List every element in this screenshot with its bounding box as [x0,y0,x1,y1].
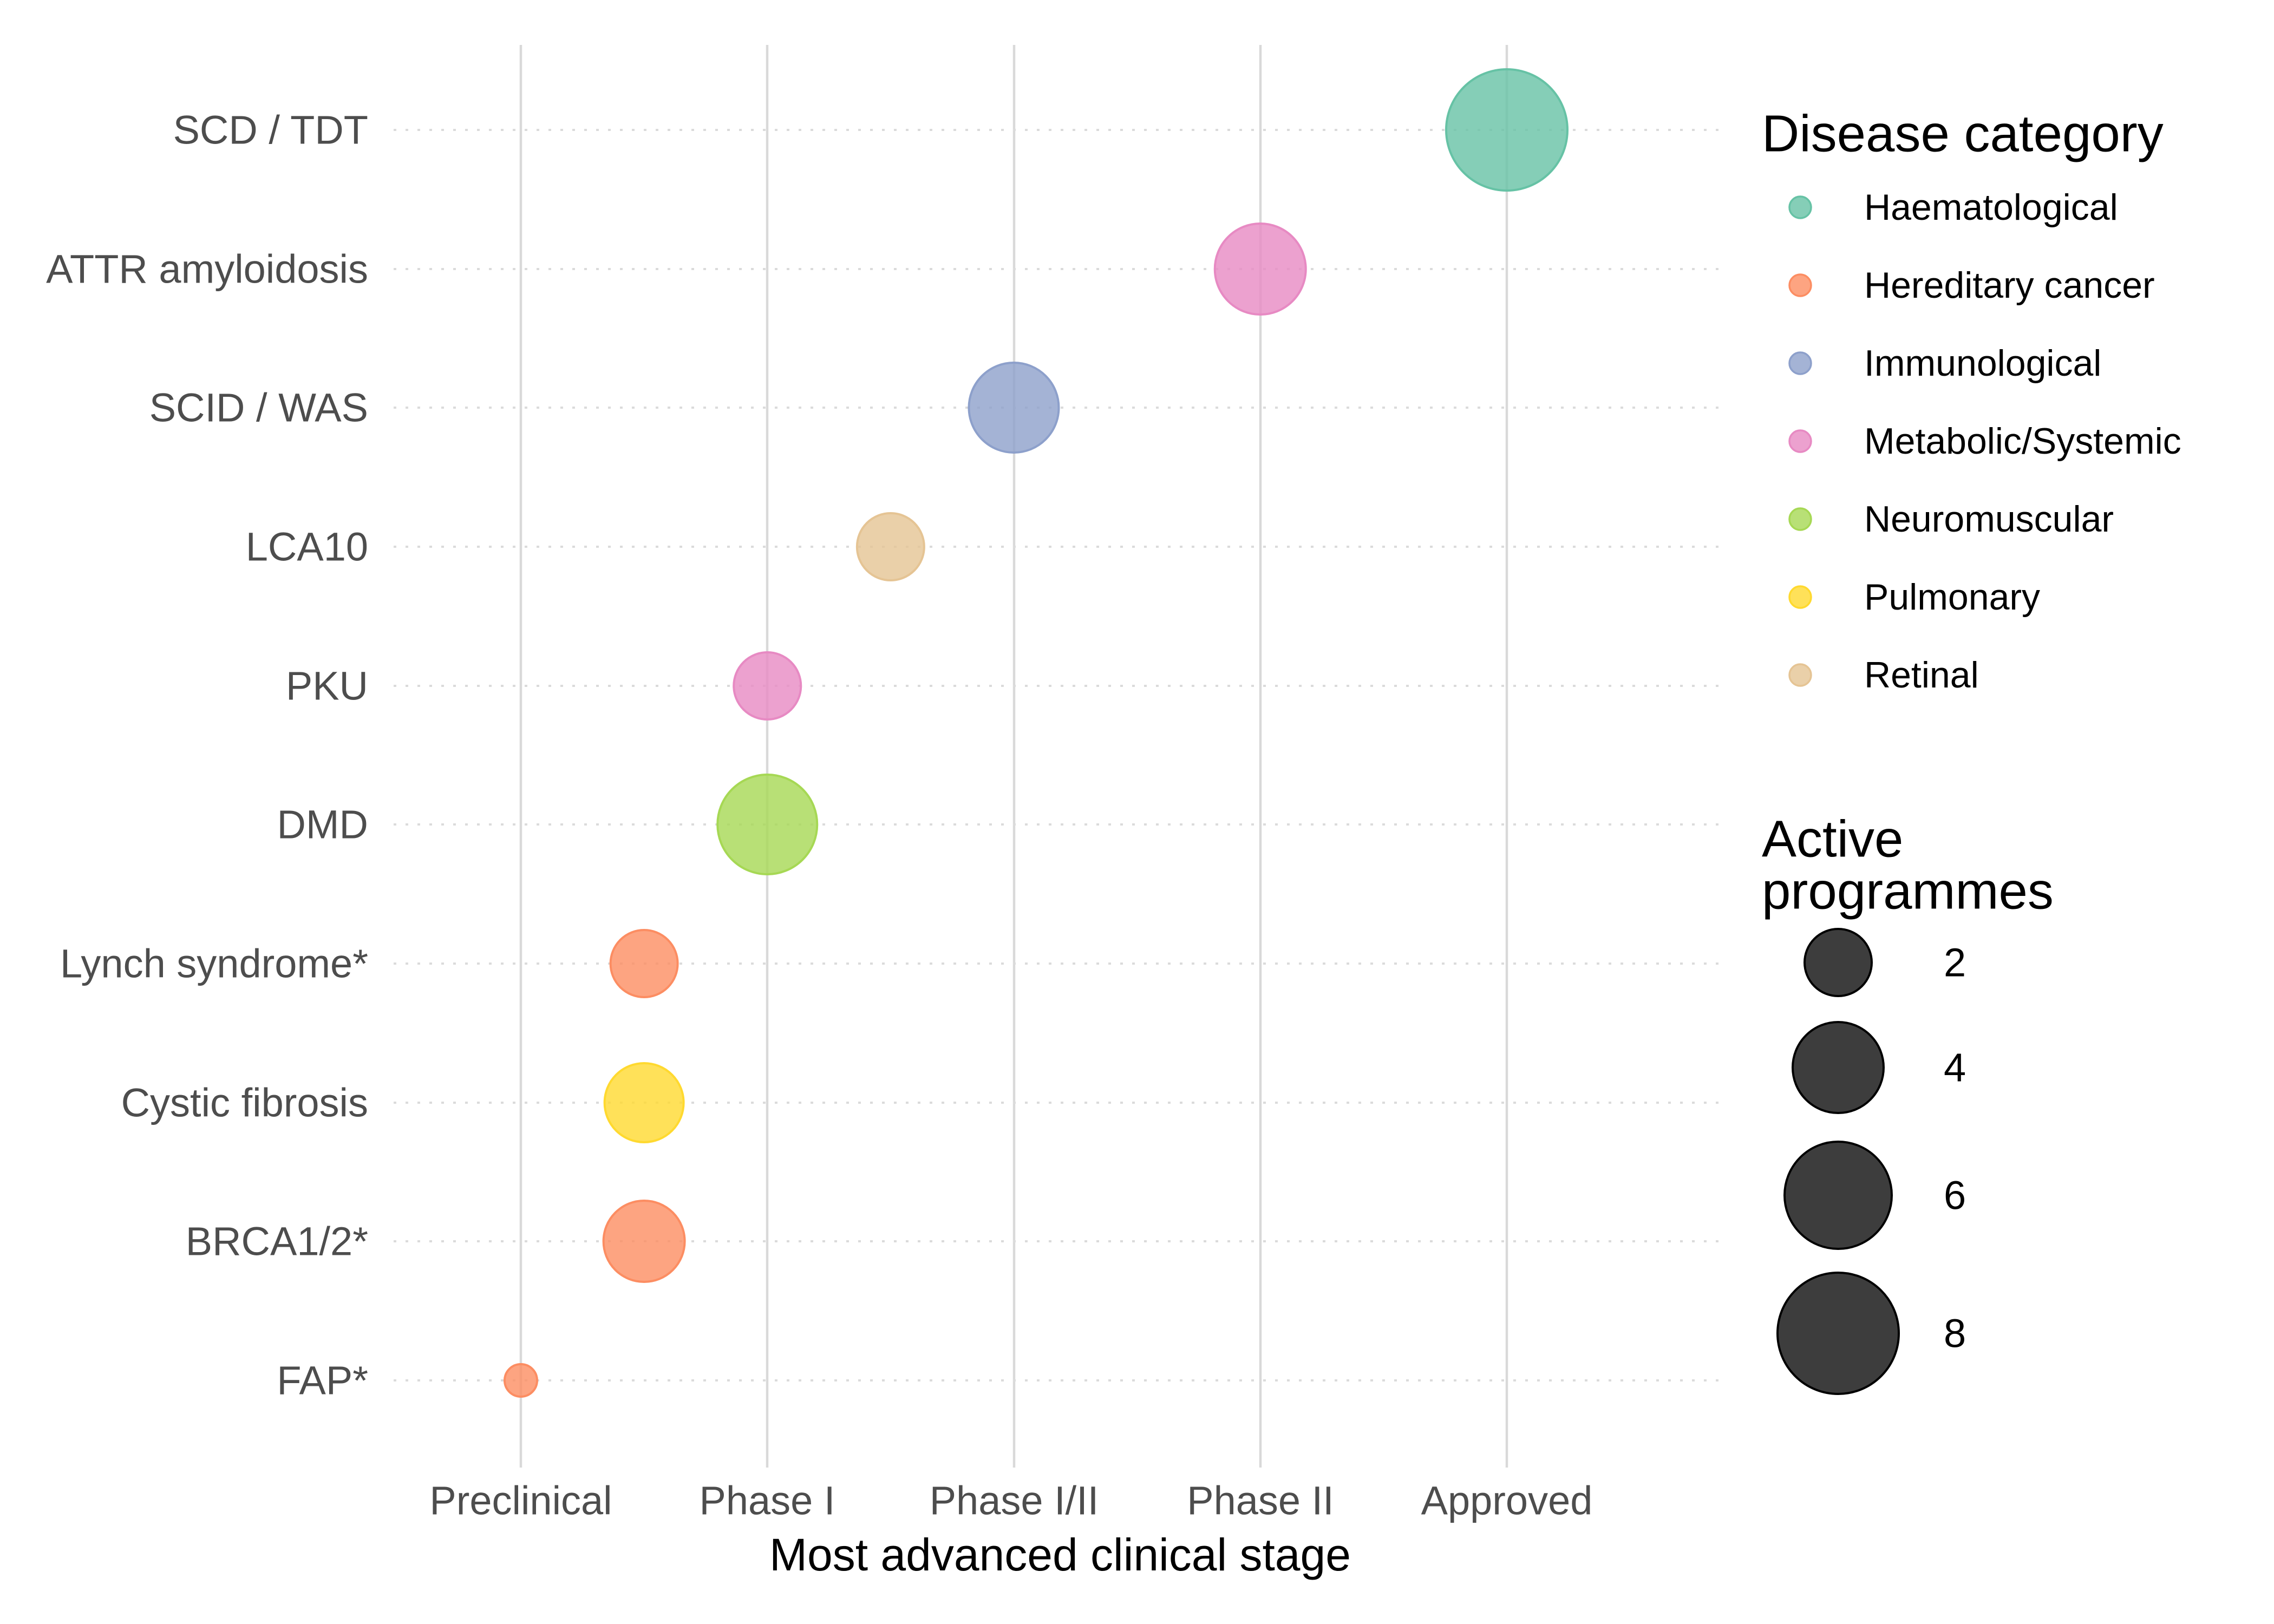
y-axis-label: Cystic fibrosis [121,1081,368,1125]
size-legend-key-circle [1792,1021,1885,1114]
size-legend-key-circle [1803,928,1873,997]
size-legend-title-line-1: Active [1762,810,1903,868]
y-axis-label: FAP* [277,1358,368,1403]
bubble [716,774,819,875]
size-legend-value: 8 [1944,1311,1966,1356]
y-axis-label: SCD / TDT [173,108,368,153]
size-legend: Active programmes 2 4 6 8 [1762,810,2054,1395]
bubble [968,362,1060,454]
y-axis-label: PKU [286,664,368,709]
x-axis-tick-label: Preclinical [429,1478,612,1523]
category-legend-title: Disease category [1762,105,2164,163]
x-axis-tick-label: Phase I/II [930,1478,1099,1523]
legend-item-label: Metabolic/Systemic [1864,421,2181,462]
category-legend-items: Haematological Hereditary cancer Immunolog… [1788,187,2181,696]
size-legend-key-circle [1776,1272,1900,1395]
legend-key-dot [1788,351,1812,375]
bubble [855,512,925,581]
x-axis-title: Most advanced clinical stage [769,1529,1351,1580]
horizontal-dotted-gridlines [394,129,1727,1381]
legend-key-dot [1788,663,1812,687]
legend-item-label: Neuromuscular [1864,499,2114,540]
y-axis-label: DMD [277,802,368,847]
size-legend-key-circle [1783,1141,1893,1250]
y-axis-label: SCID / WAS [149,385,368,430]
bubble [504,1363,538,1398]
legend-item-label: Immunological [1864,343,2101,384]
legend-key-dot [1788,429,1812,453]
legend-key-dot [1788,195,1812,219]
legend-key-dot [1788,273,1812,297]
y-axis-label: ATTR amyloidosis [46,247,368,292]
category-legend: Disease category Haematological Hereditar… [1762,105,2181,696]
x-axis-tick-label: Phase I [700,1478,835,1523]
x-axis-tick-label: Phase II [1187,1478,1334,1523]
size-legend-title-line-2: programmes [1762,862,2054,920]
size-legend-value: 4 [1944,1045,1966,1090]
size-legend-items: 2 4 6 8 [1776,928,1966,1395]
y-axis-labels: SCD / TDT ATTR amyloidosis SCID / WAS LCA10… [46,108,368,1403]
bubble-series [504,68,1569,1398]
x-axis-tick-labels: Preclinical Phase I Phase I/II Phase II Appr… [429,1478,1592,1523]
y-axis-label: BRCA1/2* [186,1219,368,1264]
legend-item-label: Pulmonary [1864,577,2040,618]
legend-item-label: Retinal [1864,654,1979,696]
bubble [1445,68,1569,192]
bubble [733,651,802,721]
y-axis-label: LCA10 [246,525,368,569]
size-legend-value: 6 [1944,1173,1966,1218]
legend-item-label: Hereditary cancer [1864,265,2155,306]
bubble [609,929,679,998]
legend-key-dot [1788,507,1812,531]
size-legend-value: 2 [1944,940,1966,985]
bubble [602,1200,686,1283]
y-axis-label: Lynch syndrome* [60,941,368,986]
bubble [603,1062,685,1143]
legend-item-label: Haematological [1864,187,2118,228]
bubble [1213,222,1307,316]
legend-key-dot [1788,585,1812,609]
x-axis-tick-label: Approved [1421,1478,1593,1523]
